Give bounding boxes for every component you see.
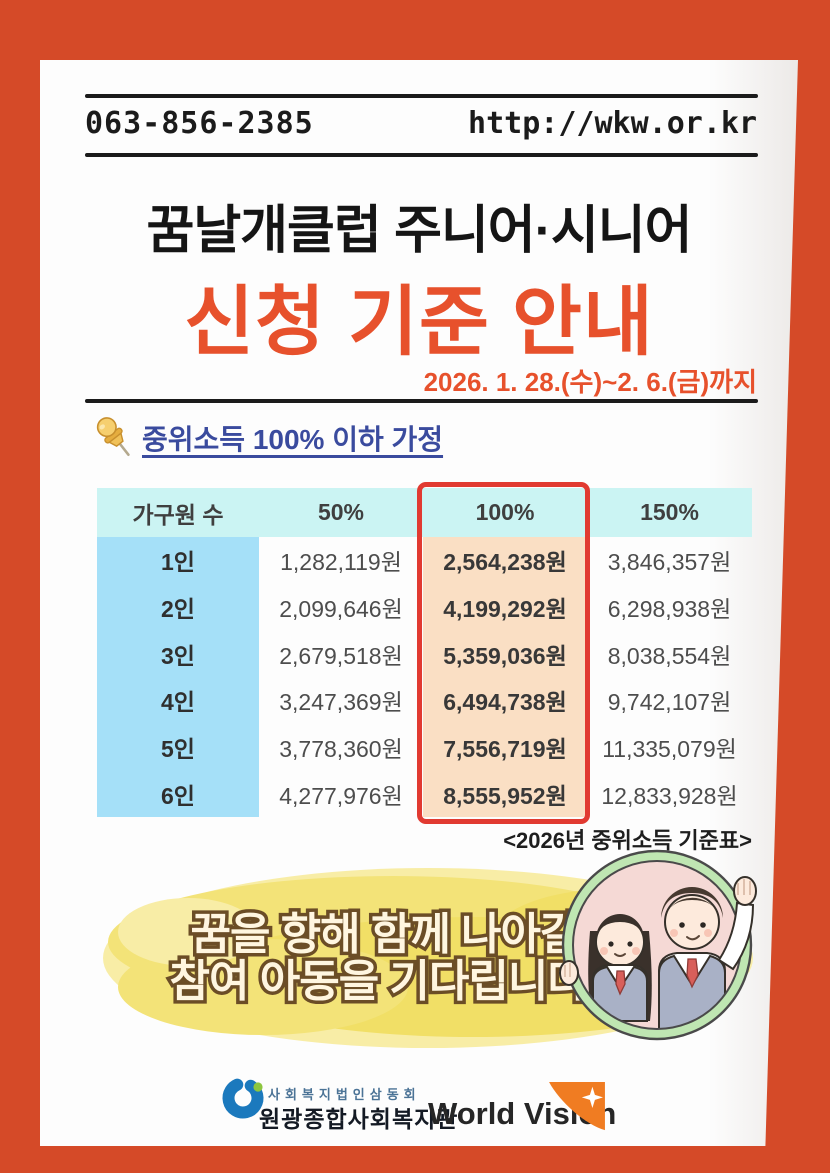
income-50-cell: 2,099,646원 <box>279 596 403 622</box>
household-size-cell: 6인 <box>97 770 259 818</box>
col-header-household: 가구원 수 <box>132 501 224 528</box>
banner-line2: 참여 아동을 기다립니다! <box>166 954 605 1008</box>
section-divider-rule <box>85 399 758 403</box>
col-header-50: 50% <box>317 499 365 525</box>
phone-number: 063-856-2385 <box>85 106 314 141</box>
table-row: 4인 3,247,369원 6,494,738원 9,742,107원 <box>97 677 752 724</box>
median-income-table: 가구원 수 50% 100% 150% 1인 1,282,119원 2,564,… <box>97 482 752 824</box>
org-circle-logo-icon <box>221 1074 267 1120</box>
banner-line1: 꿈을 향해 함께 나아갈 <box>187 907 584 961</box>
income-150-cell: 8,038,554원 <box>607 642 732 669</box>
income-100-cell: 4,199,292원 <box>423 583 587 631</box>
household-size-cell: 5인 <box>97 723 259 771</box>
income-100-cell: 6,494,738원 <box>423 677 587 724</box>
table-row: 2인 2,099,646원 4,199,292원 6,298,938원 <box>97 583 752 631</box>
income-100-cell: 8,555,952원 <box>423 770 587 818</box>
org-name-label: 원광종합사회복지관 <box>259 1106 459 1132</box>
income-100-cell: 2,564,238원 <box>423 537 587 584</box>
household-size-cell: 2인 <box>97 583 259 631</box>
poster-paper: 063-856-2385 http://wkw.or.kr 꿈날개클럽 주니어·… <box>40 60 798 1146</box>
table-row: 5인 3,778,360원 7,556,719원 11,335,079원 <box>97 723 752 771</box>
header-rule-bottom <box>85 153 758 157</box>
income-150-cell: 6,298,938원 <box>607 596 732 622</box>
income-section-title: 중위소득 100% 이하 가정 <box>142 424 444 455</box>
students-illustration <box>557 845 757 1050</box>
pushpin-icon <box>92 415 134 461</box>
header-rule-top <box>85 94 758 98</box>
table-row: 1인 1,282,119원 2,564,238원 3,846,357원 <box>97 537 752 584</box>
col-header-150: 150% <box>640 499 699 525</box>
income-100-cell: 7,556,719원 <box>423 723 587 771</box>
household-size-cell: 4인 <box>97 677 259 724</box>
income-100-cell: 5,359,036원 <box>423 630 587 678</box>
org-association-label: 사회복지법인삼동회 <box>268 1087 421 1102</box>
application-period: 2026. 1. 28.(수)~2. 6.(금)까지 <box>423 367 757 397</box>
income-150-cell: 12,833,928원 <box>601 782 738 809</box>
income-50-cell: 2,679,518원 <box>279 642 403 669</box>
income-150-cell: 9,742,107원 <box>607 689 732 716</box>
poster-subtitle: 신청 기준 안내 <box>184 280 654 365</box>
income-50-cell: 3,247,369원 <box>279 689 403 716</box>
table-caption: <2026년 중위소득 기준표> <box>503 828 752 853</box>
income-50-cell: 4,277,976원 <box>279 782 403 809</box>
income-50-cell: 3,778,360원 <box>279 736 403 763</box>
income-50-cell: 1,282,119원 <box>280 549 402 576</box>
website-url: http://wkw.or.kr <box>468 106 757 141</box>
table-row: 3인 2,679,518원 5,359,036원 8,038,554원 <box>97 630 752 678</box>
household-size-cell: 3인 <box>97 630 259 678</box>
income-section-heading: 중위소득 100% 이하 가정 <box>92 415 443 461</box>
table-row: 6인 4,277,976원 8,555,952원 12,833,928원 <box>97 770 752 818</box>
income-150-cell: 3,846,357원 <box>607 549 732 576</box>
table-header-row: 가구원 수 50% 100% 150% <box>97 488 752 537</box>
income-150-cell: 11,335,079원 <box>602 736 737 763</box>
world-vision-sail-icon <box>548 1081 606 1133</box>
household-size-cell: 1인 <box>97 537 259 584</box>
table-body: 1인 1,282,119원 2,564,238원 3,846,357원 2인 2… <box>97 537 752 818</box>
banner-message: 꿈을 향해 함께 나아갈 참여 아동을 기다립니다! <box>102 907 668 1008</box>
col-header-100: 100% <box>475 499 535 525</box>
poster-title: 꿈날개클럽 주니어·시니어 <box>146 202 692 260</box>
